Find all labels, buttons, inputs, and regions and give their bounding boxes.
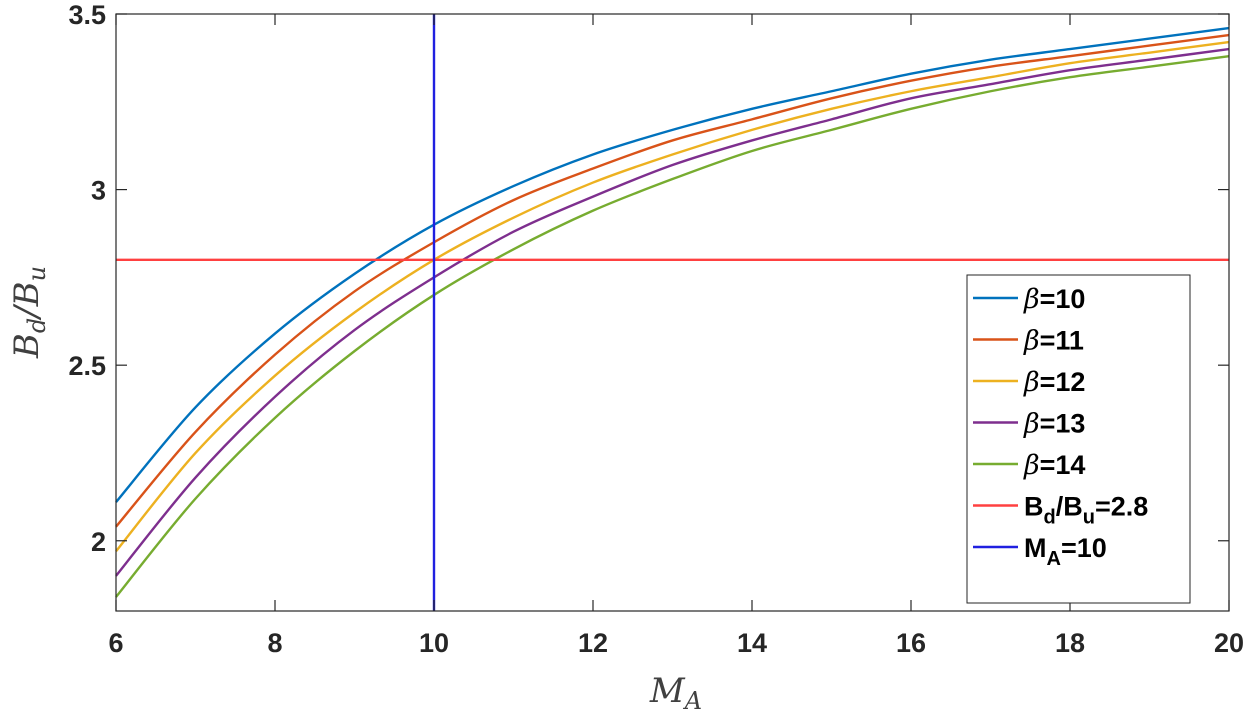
legend-label-value: =10 [1040,284,1086,314]
legend-entry: β=10 [973,284,1085,315]
reference-lines [116,14,1229,611]
x-tick-label: 16 [896,628,926,658]
legend-label-slash: / [1056,492,1064,522]
y-tick-label: 3.5 [68,0,106,30]
x-tick-label: 20 [1214,628,1244,658]
legend-label-symbol: β [1023,284,1040,315]
legend-label-value: =2.8 [1095,492,1148,522]
legend-label-symbol: β [1023,367,1040,398]
legend-label: MA=10 [1024,533,1107,570]
y-axis-label-slash: / [7,303,47,321]
series-line-beta-14 [115,54,1230,598]
plot-frame [115,13,1230,612]
legend-label-value: =11 [1040,326,1084,356]
x-tick-label: 14 [737,628,767,658]
legend-label-b: B [1024,492,1044,522]
legend-label: β=14 [1023,450,1085,481]
legend-label-symbol: β [1023,409,1040,440]
x-axis-label-sub: A [683,687,702,712]
legend-entry: β=13 [973,409,1085,440]
x-axis-ticks: 6 8 10 12 14 16 18 20 [108,14,1244,658]
legend-label-value: =14 [1040,450,1086,480]
y-tick-label: 2 [91,527,106,557]
x-tick-label: 18 [1055,628,1085,658]
legend-entry: β=11 [973,326,1084,357]
y-tick-label: 2.5 [68,351,106,381]
x-tick-label: 6 [108,628,123,658]
legend-label-sub: A [1047,548,1061,570]
legend-label: β=12 [1023,367,1085,398]
legend-label-value: =13 [1040,409,1086,439]
legend-box [966,274,1191,604]
legend-label: β=11 [1023,326,1084,357]
legend-label-sub: d [1044,507,1056,529]
legend-entry-hline: Bd/Bu=2.8 [973,492,1148,529]
y-tick-label: 3 [91,176,106,206]
x-tick-label: 8 [267,628,282,658]
y-axis-label-num-sub: d [23,318,51,333]
legend-label: β=10 [1023,284,1085,315]
legend-entry: β=12 [973,367,1085,398]
series-line-beta-11 [115,33,1230,528]
series-line-beta-10 [115,26,1230,503]
legend-label-b: B [1063,492,1083,522]
y-axis-label-den: B [7,281,47,307]
y-axis-label-den-sub: u [23,266,51,281]
legend-label-value: =12 [1040,367,1086,397]
x-tick-label: 10 [419,628,449,658]
series-line-beta-12 [115,40,1230,553]
legend-label-value: =10 [1061,533,1107,563]
y-axis-label-num: B [7,333,47,359]
series-line-beta-13 [115,47,1230,577]
x-axis-label-main: M [649,671,686,711]
legend-label-sub: u [1083,507,1095,529]
legend-entry: β=14 [973,450,1085,481]
legend-label-m: M [1024,533,1047,563]
legend-label: Bd/Bu=2.8 [1024,492,1148,529]
series-layer [115,26,1230,598]
legend-entry-vline: MA=10 [973,533,1107,570]
x-axis-label: MA [649,671,702,712]
y-axis-label: Bd/Bu [7,266,51,359]
x-tick-label: 12 [578,628,608,658]
legend-label-symbol: β [1023,450,1040,481]
legend-label-symbol: β [1023,326,1040,357]
legend-label: β=13 [1023,409,1085,440]
y-axis-ticks: 2 2.5 3 3.5 [68,0,1229,557]
